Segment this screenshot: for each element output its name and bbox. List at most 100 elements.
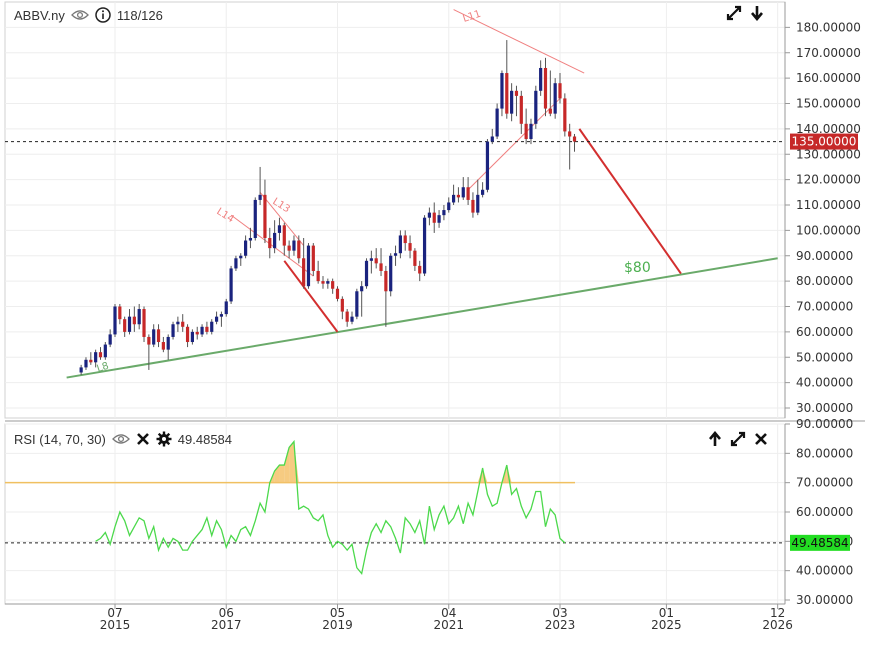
candle-body: [572, 136, 577, 142]
rsi-header: RSI (14, 70, 30) 49.48584: [14, 431, 232, 447]
candle-body: [461, 187, 465, 198]
candle-body: [466, 187, 470, 200]
candle-body: [529, 123, 533, 140]
main-chart-header: ABBV.ny 118/126: [14, 7, 163, 23]
candle-body: [205, 326, 209, 332]
rsi-y-tick-label: 70.00000: [796, 476, 853, 490]
rsi-toolbar: [708, 431, 768, 447]
arrow-up-icon[interactable]: [708, 431, 722, 447]
candle-body: [268, 237, 272, 249]
arrow-down-icon[interactable]: [750, 5, 764, 21]
price-tag-label: 135.00000: [792, 135, 857, 149]
candle-body: [403, 235, 407, 244]
y-tick-label: 40.00000: [796, 376, 853, 390]
candle-body: [345, 311, 349, 322]
candle-body: [277, 225, 282, 233]
candle-body: [568, 131, 572, 137]
eye-icon[interactable]: [70, 9, 89, 21]
x-tick-label-top: 07: [107, 606, 122, 620]
candle-body: [500, 73, 504, 109]
rsi-overbought-fill: [289, 441, 294, 483]
candle-body: [519, 95, 523, 124]
rsi-label: RSI (14, 70, 30): [14, 431, 106, 447]
candle-body: [476, 194, 480, 213]
expand-icon[interactable]: [730, 431, 746, 447]
x-tick-label-bottom: 2026: [762, 618, 793, 632]
candle-body: [427, 212, 432, 218]
candle-body: [393, 253, 398, 256]
candle-body: [306, 245, 311, 287]
candle-body: [161, 342, 165, 350]
annotation-usd80: $80: [624, 260, 651, 276]
y-tick-label: 150.00000: [796, 97, 861, 111]
y-tick-label: 80.00000: [796, 274, 853, 288]
close-icon[interactable]: [136, 432, 150, 446]
trendline-L13: [259, 191, 305, 246]
expand-icon[interactable]: [726, 5, 742, 21]
rsi-overbought-fill: [293, 441, 299, 483]
x-tick-label-bottom: 2023: [545, 618, 576, 632]
candle-body: [195, 331, 199, 335]
candle-body: [514, 90, 519, 96]
candle-body: [413, 250, 417, 266]
candle-body: [451, 194, 456, 203]
candle-body: [422, 217, 427, 274]
trendline-red-projection: [578, 128, 682, 275]
candle-body: [171, 324, 175, 337]
candle-body: [481, 189, 485, 195]
x-tick-label-top: 04: [441, 606, 456, 620]
trendline-L8: [66, 257, 778, 379]
y-tick-label: 110.00000: [796, 198, 861, 212]
candle-body: [408, 243, 412, 251]
x-tick-label-bottom: 2015: [100, 618, 131, 632]
candle-body: [89, 359, 93, 363]
candle-body: [524, 123, 528, 140]
candle-body: [321, 281, 325, 284]
y-tick-label: 130.00000: [796, 147, 861, 161]
candle-body: [302, 258, 306, 287]
y-tick-label: 60.00000: [796, 325, 853, 339]
candle-body: [297, 240, 301, 259]
y-tick-label: 160.00000: [796, 71, 861, 85]
candle-body: [553, 83, 557, 114]
candle-body: [200, 326, 204, 335]
candle-body: [563, 98, 567, 132]
rsi-y-tick-label: 90.00000: [796, 417, 853, 431]
candle-body: [364, 260, 369, 287]
candle-body: [456, 194, 461, 198]
candle-body: [210, 321, 214, 332]
candle-body: [219, 314, 224, 317]
y-tick-label: 100.00000: [796, 223, 861, 237]
candle-body: [432, 212, 436, 223]
candle-body: [287, 245, 291, 251]
candle-body: [127, 316, 132, 332]
candle-body: [248, 237, 253, 241]
main-toolbar: [726, 5, 764, 21]
gear-icon[interactable]: [156, 431, 172, 447]
candle-body: [234, 258, 238, 269]
candle-body: [389, 255, 393, 292]
info-icon[interactable]: [95, 7, 111, 23]
candle-body: [360, 286, 364, 292]
candle-body: [437, 215, 441, 223]
x-tick-label-top: 03: [552, 606, 567, 620]
close-icon[interactable]: [754, 432, 768, 446]
y-tick-label: 30.00000: [796, 401, 853, 415]
eye-icon[interactable]: [111, 433, 130, 445]
candle-body: [166, 336, 170, 350]
candle-body: [108, 334, 112, 345]
candle-body: [384, 270, 388, 292]
candle-body: [311, 245, 315, 271]
candle-body: [442, 210, 446, 216]
y-tick-label: 140.00000: [796, 122, 861, 136]
candle-body: [510, 90, 514, 114]
candle-body: [471, 199, 475, 213]
candle-body: [253, 199, 257, 238]
annotation-L11: L11: [462, 9, 483, 25]
candle-body: [79, 367, 83, 373]
candle-body: [316, 270, 320, 282]
rsi-tag-label: 49.48584: [791, 536, 848, 550]
counter-label: 118/126: [116, 7, 163, 23]
candle-body: [485, 141, 490, 190]
candle-body: [539, 67, 543, 91]
